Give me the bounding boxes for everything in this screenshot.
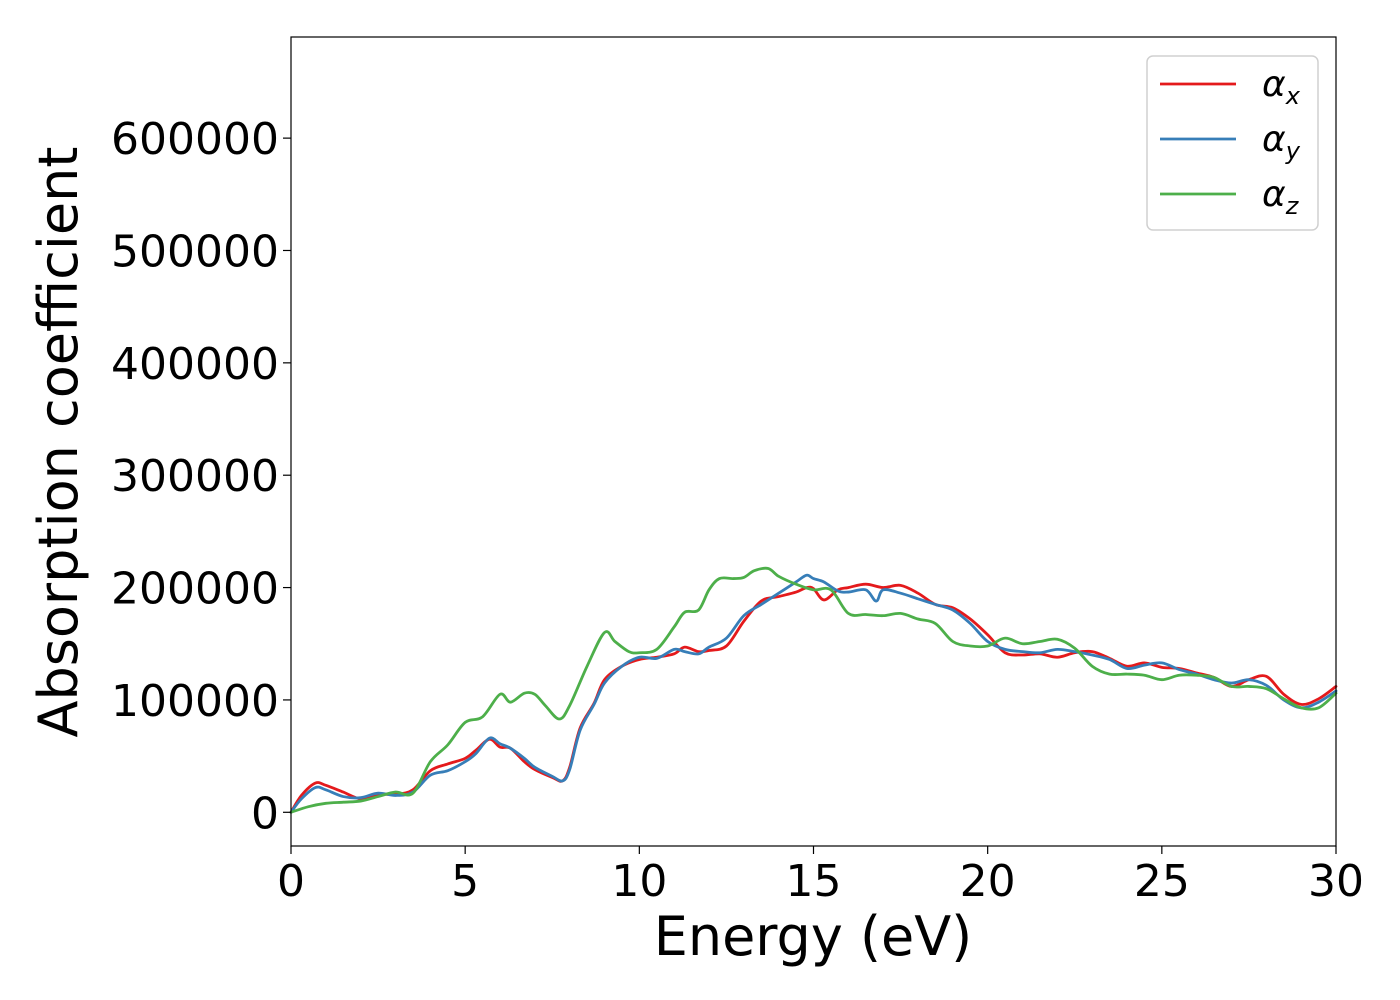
- y-tick-label: 300000: [111, 451, 279, 502]
- x-tick-label: 0: [277, 856, 305, 907]
- y-tick-label: 600000: [111, 114, 279, 165]
- legend: αx αy αz: [1146, 55, 1319, 231]
- y-tick-label: 200000: [111, 564, 279, 615]
- series-line-y: [289, 573, 1338, 814]
- legend-box: [1146, 55, 1319, 231]
- x-tick-label: 30: [1308, 856, 1364, 907]
- y-tick-label: 100000: [111, 676, 279, 727]
- series-lines: [289, 566, 1338, 814]
- x-tick-label: 15: [786, 856, 842, 907]
- y-tick-label: 500000: [111, 226, 279, 277]
- x-axis-ticks: 0 5 10 15 20 25 30: [277, 846, 1364, 907]
- x-tick-label: 10: [611, 856, 667, 907]
- y-tick-label: 0: [251, 788, 279, 839]
- series-line-x: [289, 582, 1338, 814]
- x-tick-label: 20: [960, 856, 1016, 907]
- legend-label-z: αz: [1262, 174, 1300, 220]
- x-tick-label: 25: [1134, 856, 1190, 907]
- y-tick-label: 400000: [111, 339, 279, 390]
- y-axis-ticks: 0 100000 200000 300000 400000 500000 600000: [111, 114, 291, 839]
- legend-label-y: αy: [1262, 119, 1301, 165]
- legend-label-x: αx: [1262, 64, 1301, 110]
- series-line-z: [289, 566, 1338, 814]
- y-axis-title: Absorption coefficient: [27, 147, 90, 738]
- x-tick-label: 5: [451, 856, 479, 907]
- x-axis-title: Energy (eV): [654, 905, 973, 968]
